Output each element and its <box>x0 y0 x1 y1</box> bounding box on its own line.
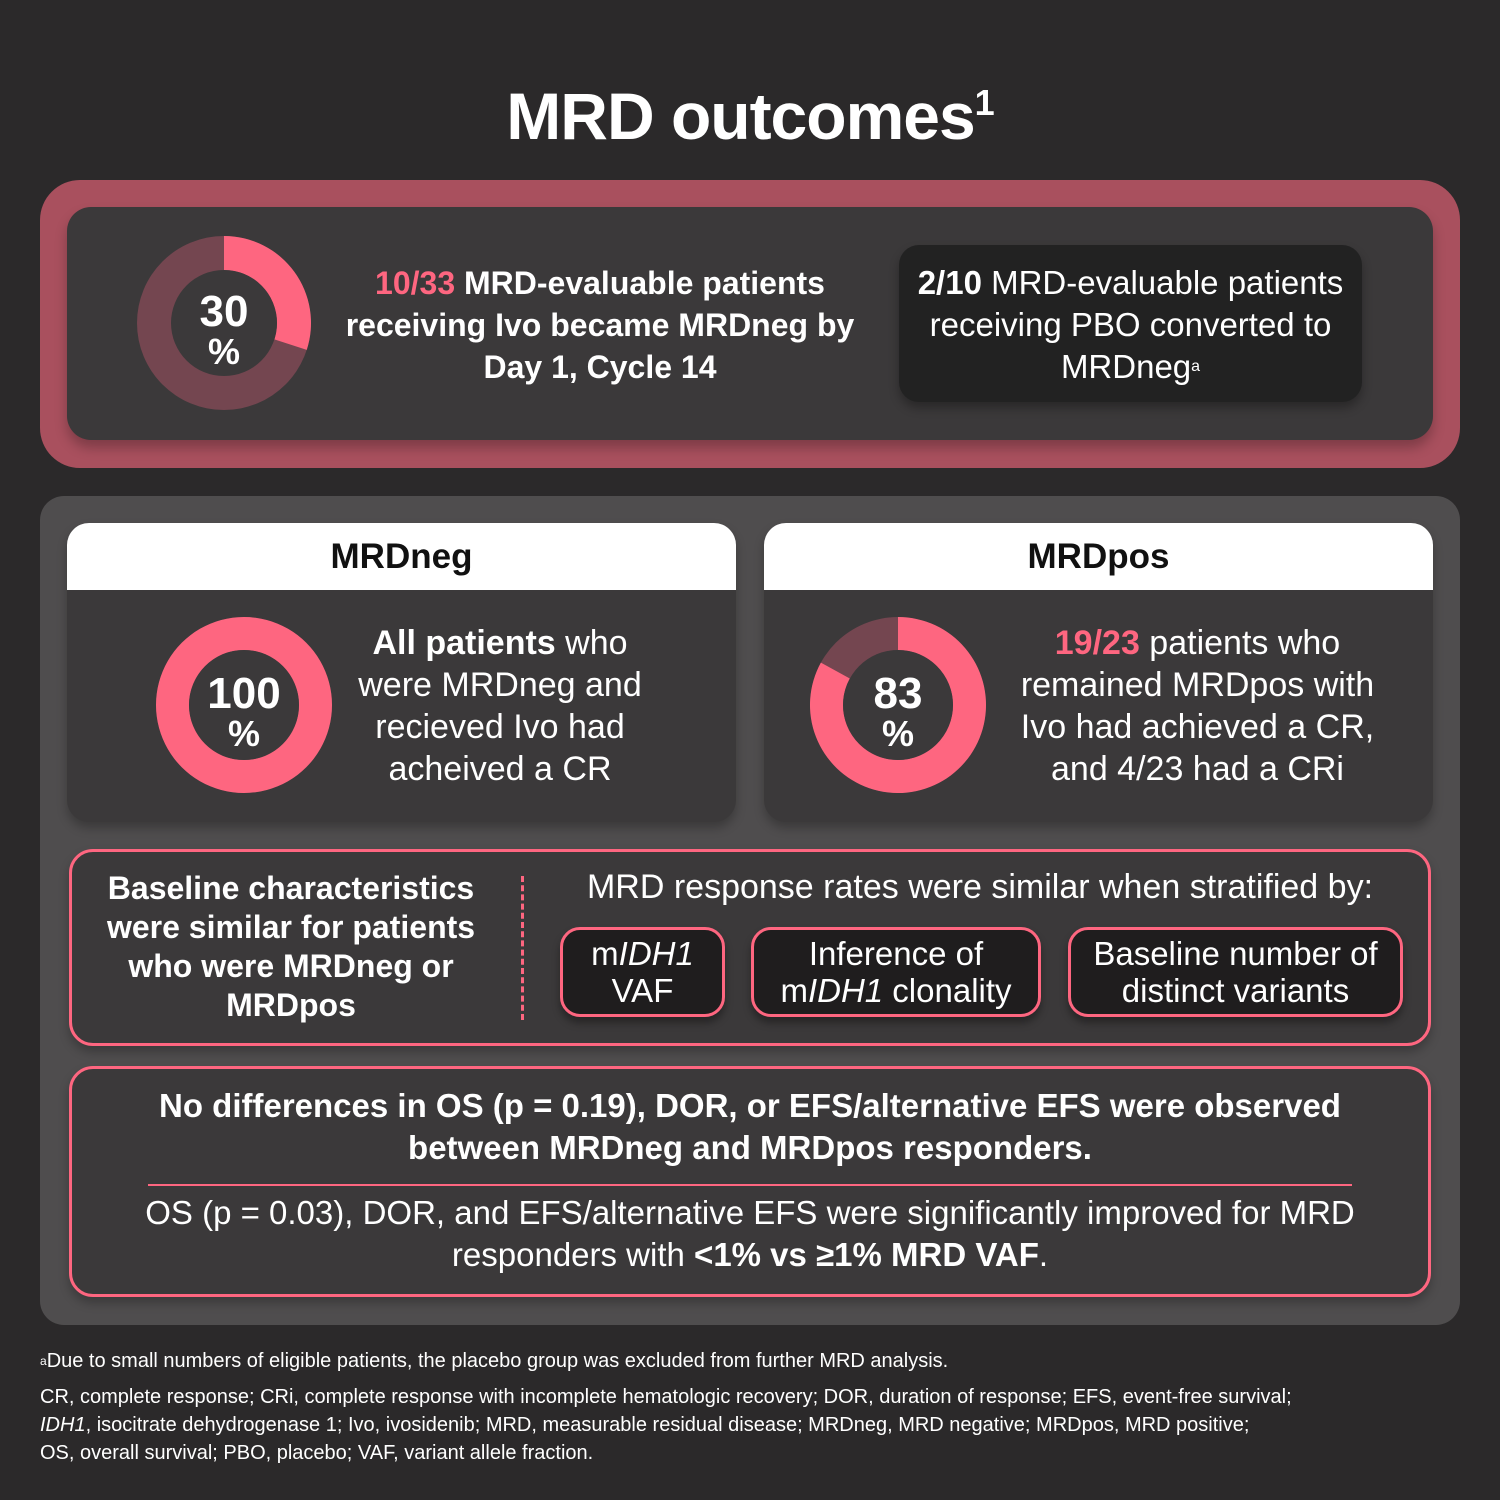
sig-end: . <box>1038 1236 1049 1273</box>
mrdneg-card: MRDneg <box>67 523 736 822</box>
footnote-marker: a <box>1191 358 1201 375</box>
mrdneg-description: who were MRDneg and recieved Ivo had ach… <box>358 624 642 788</box>
mrdpos-description: patients who remained MRDpos with Ivo ha… <box>1020 624 1375 788</box>
abbrev-italic: IDH1 <box>40 1414 86 1436</box>
mrdpos-text: 19/23 patients who remained MRDpos with … <box>995 622 1400 790</box>
pill-variants: Baseline number of distinct variants <box>1068 927 1403 1017</box>
donut-unit: % <box>881 713 914 754</box>
ivo-description: MRD-evaluable patients receiving Ivo bec… <box>345 265 855 385</box>
donut-mrdpos-label: 83 % <box>838 672 958 752</box>
baseline-text: Baseline characteristics were similar fo… <box>106 870 476 1023</box>
abbrev-line: OS, overall survival; PBO, placebo; VAF,… <box>40 1442 594 1464</box>
donut-mrdneg <box>156 617 332 793</box>
pbo-text: 2/10 MRD-evaluable patients receiving PB… <box>899 262 1362 388</box>
donut-value-arc <box>810 617 986 793</box>
pill-midh1-vaf: mIDH1 VAF <box>560 927 725 1017</box>
pill-clonality: Inference of mIDH1 clonality <box>751 927 1041 1017</box>
donut-mrdpos <box>810 617 986 793</box>
pill-text: Baseline number of distinct variants <box>1093 935 1378 1009</box>
pill-text: m <box>780 972 808 1009</box>
title-reference: 1 <box>974 82 995 123</box>
donut-value: 83 <box>873 669 923 718</box>
stratified-label: MRD response rates were similar when str… <box>586 868 1374 906</box>
donut-value: 30 <box>199 287 249 336</box>
pill-italic: IDH1 <box>618 935 694 972</box>
donut-mrdneg-label: 100 % <box>184 672 304 752</box>
ivo-mrdneg-text: 10/33 MRD-evaluable patients receiving I… <box>330 262 870 388</box>
significant-text: OS (p = 0.03), DOR, and EFS/alternative … <box>100 1192 1400 1276</box>
donut-value-arc <box>224 236 311 350</box>
dashed-divider <box>521 876 524 1020</box>
outcomes-divider <box>148 1184 1352 1186</box>
abbrev-line: CR, complete response; CRi, complete res… <box>40 1386 1292 1408</box>
abbrev-line: IDH1, isocitrate dehydrogenase 1; Ivo, i… <box>40 1411 1292 1439</box>
donut-hole <box>189 650 299 760</box>
abbrev-text: , isocitrate dehydrogenase 1; Ivo, ivosi… <box>85 1414 1250 1436</box>
pill-text: VAF <box>611 972 674 1009</box>
mrdpos-header: MRDpos <box>764 523 1433 590</box>
title-text: MRD outcomes <box>506 79 975 153</box>
pbo-box <box>899 245 1362 402</box>
footnote-a: aDue to small numbers of eligible patien… <box>40 1347 948 1375</box>
pill-text: Inference of <box>808 935 984 972</box>
page-title: MRD outcomes1 <box>0 78 1500 154</box>
footnote-text: Due to small numbers of eligible patient… <box>46 1350 949 1372</box>
sig-description: OS (p = 0.03), DOR, and EFS/alternative … <box>145 1194 1355 1273</box>
donut-value: 100 <box>207 669 281 718</box>
mrdneg-bold: All patients <box>372 624 556 662</box>
pill-italic: IDH1 <box>807 972 884 1009</box>
footnote-marker: a <box>40 1354 47 1368</box>
pill-text: clonality <box>883 972 1012 1009</box>
pill-text: m <box>591 935 619 972</box>
mrdneg-header: MRDneg <box>67 523 736 590</box>
mrdneg-text: All patients who were MRDneg and recieve… <box>345 622 655 790</box>
donut-unit: % <box>207 331 240 372</box>
abbreviations: CR, complete response; CRi, complete res… <box>40 1383 1292 1467</box>
mrdpos-fraction: 19/23 <box>1054 624 1140 662</box>
pbo-fraction: 2/10 <box>917 264 982 301</box>
ivo-fraction: 10/33 <box>375 265 456 301</box>
donut-ivo-mrdneg <box>137 236 311 410</box>
donut-unit: % <box>227 713 260 754</box>
donut-ivo-label: 30 % <box>164 290 284 370</box>
donut-hole <box>843 650 953 760</box>
no-difference-text: No differences in OS (p = 0.19), DOR, or… <box>159 1087 1341 1166</box>
outcomes-box <box>69 1066 1431 1297</box>
donut-value-arc <box>156 617 332 793</box>
donut-hole <box>171 270 277 376</box>
sig-bold: <1% vs ≥1% MRD VAF <box>694 1236 1039 1273</box>
pbo-description: MRD-evaluable patients receiving PBO con… <box>929 264 1344 385</box>
